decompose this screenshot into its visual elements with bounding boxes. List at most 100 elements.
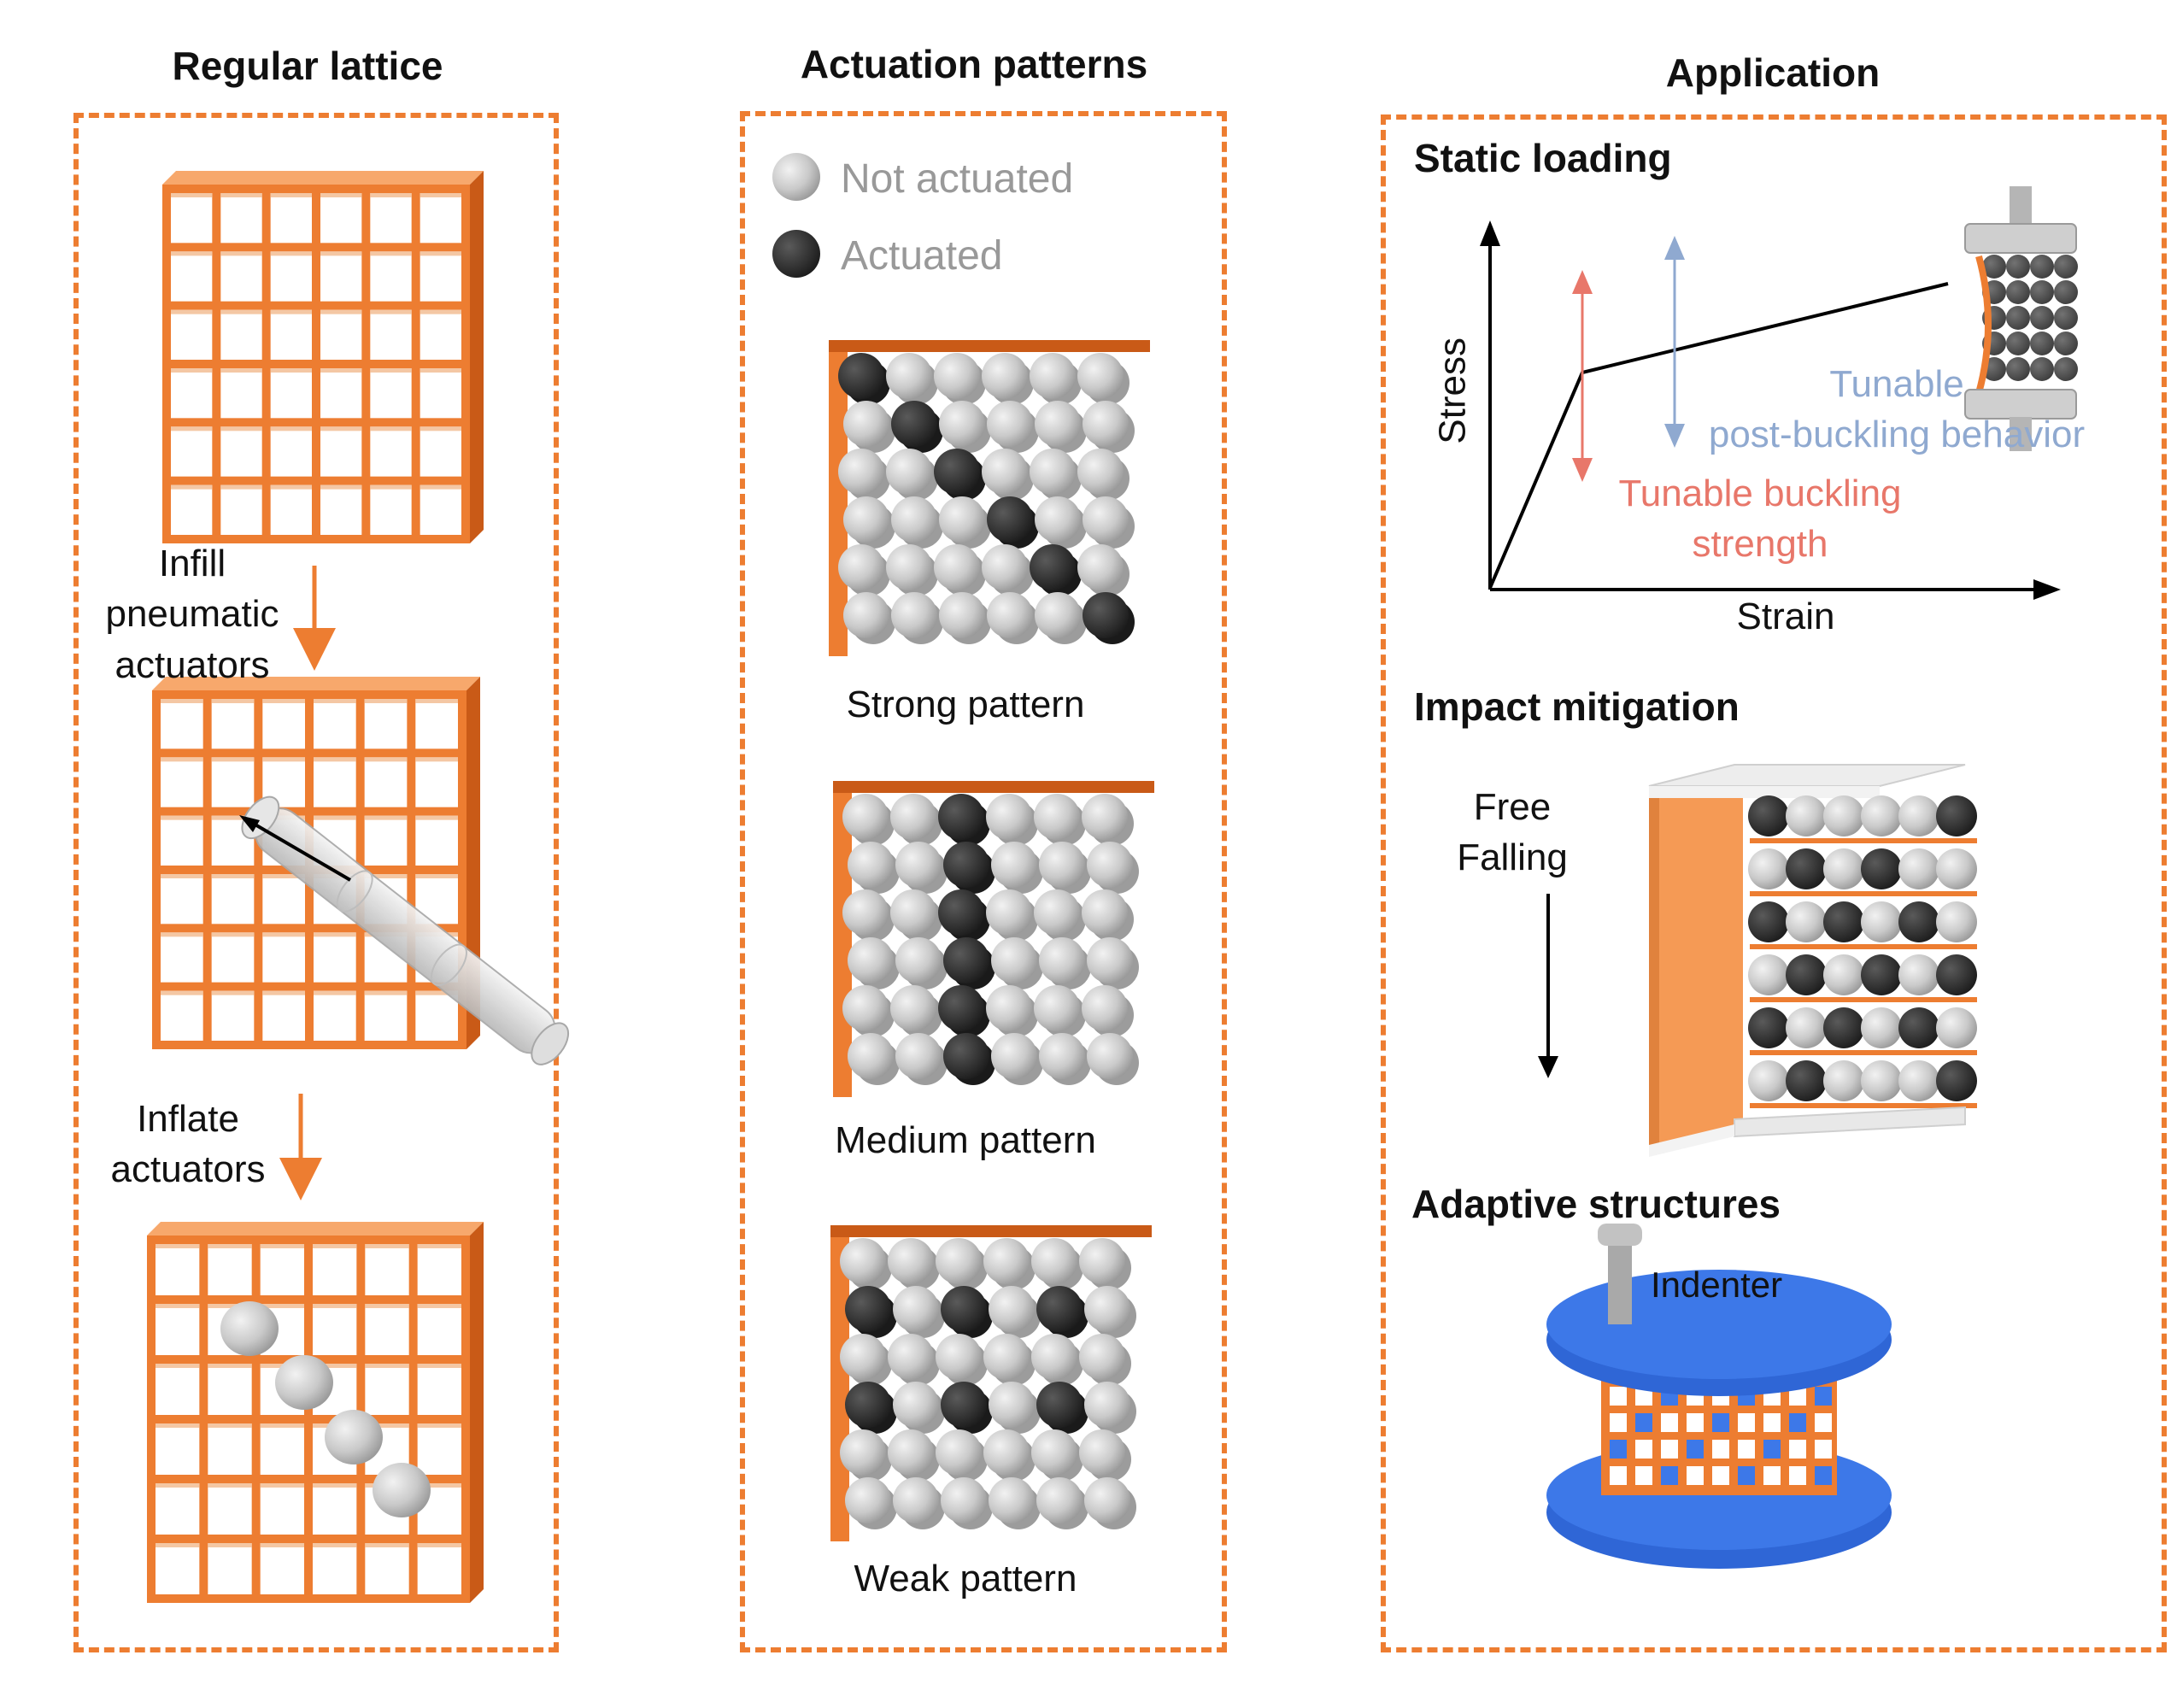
lattice-hole: [155, 1304, 200, 1355]
actuated-cell: [1861, 848, 1902, 889]
lattice-hole: [313, 1244, 357, 1295]
lattice-hole: [1789, 1466, 1806, 1485]
not-actuated-cell: [840, 1429, 886, 1476]
not-actuated-cell: [1079, 1429, 1125, 1476]
lattice-hole: [370, 309, 412, 360]
not-actuated-cell: [1898, 954, 1939, 995]
not-actuated-cell: [1035, 496, 1081, 543]
not-actuated-cell: [842, 794, 889, 840]
not-actuated-cell: [986, 985, 1032, 1031]
label-infill: Infill pneumatic actuators: [94, 538, 290, 690]
not-actuated-cell: [838, 449, 884, 495]
not-actuated-cell: [1079, 1334, 1125, 1380]
lattice-hole: [208, 1483, 252, 1535]
not-actuated-cell: [934, 544, 980, 590]
lattice-hole: [211, 932, 255, 983]
not-actuated-cell: [1748, 1060, 1789, 1101]
not-actuated-cell: [890, 794, 936, 840]
lattice-hole: [1661, 1440, 1678, 1459]
lattice-hole: [320, 251, 362, 302]
not-actuated-cell: [1898, 795, 1939, 836]
lattice-hole: [171, 193, 213, 244]
lattice-hole: [420, 193, 461, 244]
lattice-hole: [270, 193, 312, 244]
legend-not-actuated: Not actuated: [841, 156, 1074, 202]
lattice-hole: [171, 484, 213, 535]
lattice-hole: [1763, 1466, 1781, 1485]
panel-actuation-patterns: [740, 111, 1227, 1652]
lattice-hole: [1712, 1440, 1729, 1459]
not-actuated-cell: [936, 1334, 982, 1380]
lattice-hole: [1763, 1440, 1781, 1459]
actuated-cell: [934, 449, 980, 495]
lattice-hole: [1789, 1413, 1806, 1432]
axis-label-stress: Stress: [1431, 337, 1474, 444]
lattice-hole: [417, 1304, 461, 1355]
actuated-cell: [1936, 795, 1977, 836]
lattice-hole: [155, 1483, 200, 1535]
not-actuated-cell: [886, 449, 932, 495]
not-actuated-cell: [888, 1334, 934, 1380]
not-actuated-cell: [989, 1382, 1035, 1428]
not-actuated-cell: [936, 1429, 982, 1476]
lattice-hole: [320, 484, 362, 535]
not-actuated-cell: [1898, 1060, 1939, 1101]
lattice-hole: [1661, 1413, 1678, 1432]
label-indenter: Indenter: [1651, 1265, 1783, 1305]
not-actuated-cell: [1082, 985, 1128, 1031]
lattice-hole: [313, 1304, 357, 1355]
not-actuated-cell: [1861, 1007, 1902, 1048]
not-actuated-cell: [1936, 1007, 1977, 1048]
actuated-cell: [1823, 901, 1864, 942]
lattice-hole: [364, 990, 408, 1041]
lattice-hole: [1661, 1466, 1678, 1485]
actuated-cell: [1036, 1382, 1083, 1428]
stress-strain-plot: [1480, 220, 2061, 600]
lattice-hole: [415, 815, 458, 866]
lattice-hole: [420, 484, 461, 535]
lattice-hole: [208, 1423, 252, 1475]
lattice-hole: [155, 1364, 200, 1415]
lattice-hole: [420, 309, 461, 360]
lattice-hole: [220, 484, 262, 535]
actuated-cell: [1936, 954, 1977, 995]
not-actuated-cell: [1861, 901, 1902, 942]
lattice-hole: [161, 990, 203, 1041]
lattice-hole: [161, 932, 203, 983]
actuated-cell: [943, 937, 989, 983]
lattice-hole: [420, 368, 461, 419]
lattice-hole: [1635, 1440, 1652, 1459]
not-actuated-cell: [893, 1477, 939, 1523]
lattice-hole: [208, 1244, 252, 1295]
not-actuated-cell: [941, 1477, 987, 1523]
annotation-tunable-post-line1: Tunable: [1829, 363, 1964, 405]
legend-actuated: Actuated: [841, 233, 1003, 279]
not-actuated-cell: [991, 937, 1037, 983]
not-actuated-cell: [986, 889, 1032, 936]
lattice-hole: [220, 193, 262, 244]
lattice-hole: [1712, 1466, 1729, 1485]
not-actuated-cell: [890, 985, 936, 1031]
lattice-hole: [320, 426, 362, 477]
not-actuated-cell: [842, 985, 889, 1031]
actuated-cell: [1823, 1007, 1864, 1048]
panel-application: [1381, 114, 2167, 1652]
lattice-hole: [417, 1364, 461, 1415]
not-actuated-cell: [895, 937, 942, 983]
not-actuated-cell: [989, 1477, 1035, 1523]
lattice-hole: [270, 426, 312, 477]
not-actuated-cell: [983, 1429, 1030, 1476]
heading-static-loading: Static loading: [1414, 136, 1672, 180]
not-actuated-cell: [989, 1286, 1035, 1332]
lattice-hole: [171, 309, 213, 360]
not-actuated-cell: [1936, 901, 1977, 942]
lattice-hole: [220, 368, 262, 419]
lattice-hole: [370, 193, 412, 244]
lattice-hole: [220, 426, 262, 477]
actuated-cell: [1898, 1007, 1939, 1048]
lattice-hole: [1738, 1413, 1755, 1432]
lattice-hole: [171, 426, 213, 477]
lattice-hole: [365, 1543, 409, 1594]
not-actuated-cell: [1823, 795, 1864, 836]
actuated-cell: [1748, 901, 1789, 942]
